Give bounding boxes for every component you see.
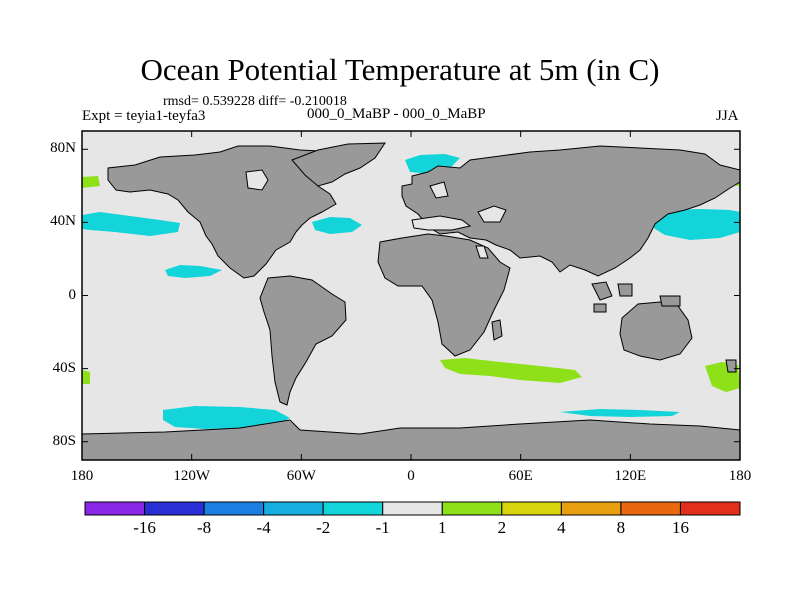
colorbar-tick-label: -16: [133, 518, 156, 537]
anomaly-patch-arctic-west: [82, 176, 100, 188]
land-eurasia: [401, 145, 741, 277]
lon-tick-label: 180: [70, 468, 94, 484]
lon-tick-label: 60E: [508, 468, 533, 484]
land-southeast-asia-islands: [591, 281, 681, 313]
colorbar-tick-label: -2: [316, 518, 331, 537]
land-south-america: [259, 275, 347, 406]
lat-tick-label: 40S: [52, 359, 76, 376]
land-new-zealand: [725, 359, 737, 373]
experiment-label: Expt = teyia1-teyfa3: [82, 108, 206, 124]
colorbar-tick-label: -8: [196, 518, 212, 537]
anomaly-patch-northwest-pacific: [650, 209, 740, 240]
lat-tick-label: 80N: [50, 140, 76, 157]
land-greenland: [291, 142, 386, 187]
lon-tick-label: 60W: [286, 468, 316, 484]
inland-sea-caspian-black: [477, 205, 507, 223]
colorbar-swatch: [84, 501, 146, 516]
anomaly-patch-north-pacific: [82, 212, 180, 236]
colorbar-swatch: [441, 501, 503, 516]
lat-tick-label: 80S: [52, 432, 76, 449]
colorbar-swatch: [679, 501, 741, 516]
colorbar-tick-label: 4: [557, 518, 566, 537]
lon-tick-label: 120E: [614, 468, 647, 484]
colorbar-swatch: [203, 501, 265, 516]
anomaly-patch-southern-ocean-east: [560, 409, 680, 417]
land-africa: [377, 233, 511, 357]
land-madagascar: [491, 319, 503, 341]
inland-sea-red: [475, 245, 489, 259]
colorbar-swatch: [322, 501, 384, 516]
lat-tick-label: 0: [68, 286, 77, 303]
inland-sea-mediterranean: [411, 215, 472, 231]
inland-water-layer: [245, 169, 507, 259]
lat-tick-group: [82, 148, 740, 443]
land-australia: [619, 301, 693, 361]
colorbar-tick-label: 8: [616, 518, 626, 537]
colorbar-tick-label: -1: [375, 518, 390, 537]
anomaly-patch-north-atlantic: [312, 217, 362, 234]
anomaly-patch-southern-ocean: [163, 406, 290, 429]
stats-text: rmsd= 0.539228 diff= -0.210018: [163, 94, 347, 109]
land-north-america: [107, 145, 353, 279]
colorbar-tick-label: -4: [256, 518, 271, 537]
colorbar-tick-label: 2: [497, 518, 507, 537]
inland-sea-hudson: [245, 169, 269, 191]
season-label: JJA: [716, 108, 739, 124]
lon-tick-label: 180: [728, 468, 752, 484]
lon-tick-label: 120W: [173, 468, 210, 484]
map-title: Ocean Potential Temperature at 5m (in C): [140, 52, 660, 87]
colorbar: [84, 501, 741, 516]
colorbar-swatch: [560, 501, 622, 516]
anomaly-patch-south-indian: [440, 358, 582, 383]
colorbar-swatch: [501, 501, 562, 516]
colorbar-tick-label: 1: [438, 518, 447, 537]
colorbar-swatch: [382, 501, 443, 516]
colorbar-swatch: [620, 501, 681, 516]
colorbar-swatch: [263, 501, 324, 516]
lat-tick-label: 40N: [50, 213, 76, 230]
lon-tick-group: [81, 131, 741, 460]
lon-tick-label: 0: [407, 468, 415, 484]
anomaly-patch-south-atlantic-west: [82, 370, 90, 384]
anomaly-patch-east-pacific-south: [165, 265, 222, 278]
inland-sea-baltic: [429, 181, 449, 199]
case-label: 000_0_MaBP - 000_0_MaBP: [307, 106, 486, 122]
colorbar-tick-label: 16: [671, 518, 689, 537]
colorbar-swatch: [144, 501, 205, 516]
